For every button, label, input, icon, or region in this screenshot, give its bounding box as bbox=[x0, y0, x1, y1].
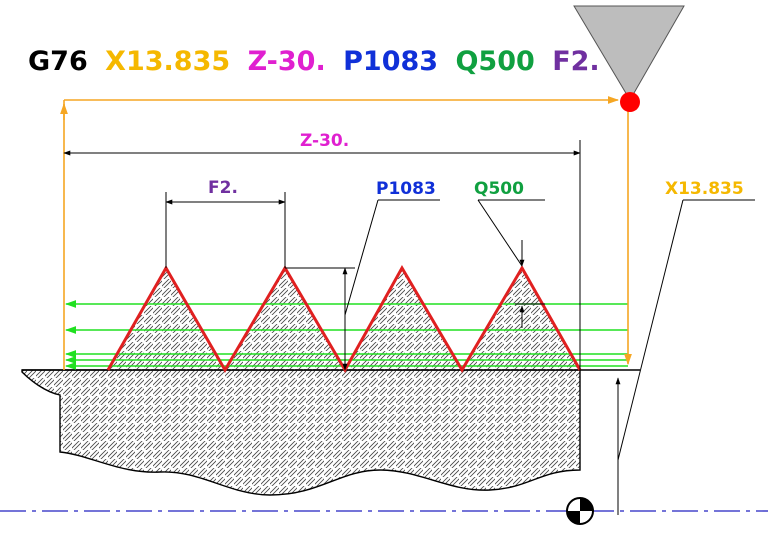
p-word: P1083 bbox=[343, 46, 438, 77]
code-line: G76 X13.835 Z-30. P1083 Q500 F2. bbox=[28, 46, 600, 77]
f-pitch-label: F2. bbox=[208, 178, 238, 198]
f-pitch-dimension bbox=[165, 192, 286, 268]
x-diameter-label: X13.835 bbox=[665, 179, 744, 199]
p-depth-label: P1083 bbox=[376, 179, 436, 199]
workpiece-hatched bbox=[21, 369, 581, 496]
f-word: F2. bbox=[552, 46, 600, 77]
z-word: Z-30. bbox=[248, 46, 326, 77]
x-diameter-dimension bbox=[615, 199, 755, 515]
q-first-cut-label: Q500 bbox=[474, 179, 524, 199]
z-dimension bbox=[63, 140, 581, 370]
tool-start-point-icon bbox=[620, 92, 640, 112]
tool-tip-icon bbox=[573, 5, 685, 101]
q-first-cut-dimension bbox=[477, 199, 545, 328]
z-dimension-label: Z-30. bbox=[300, 131, 349, 151]
tool-path bbox=[60, 96, 632, 370]
p-depth-dimension bbox=[285, 199, 440, 371]
q-word: Q500 bbox=[455, 46, 534, 77]
centerline-origin-icon bbox=[566, 497, 594, 525]
x-word: X13.835 bbox=[105, 46, 230, 77]
g-code: G76 bbox=[28, 46, 88, 77]
